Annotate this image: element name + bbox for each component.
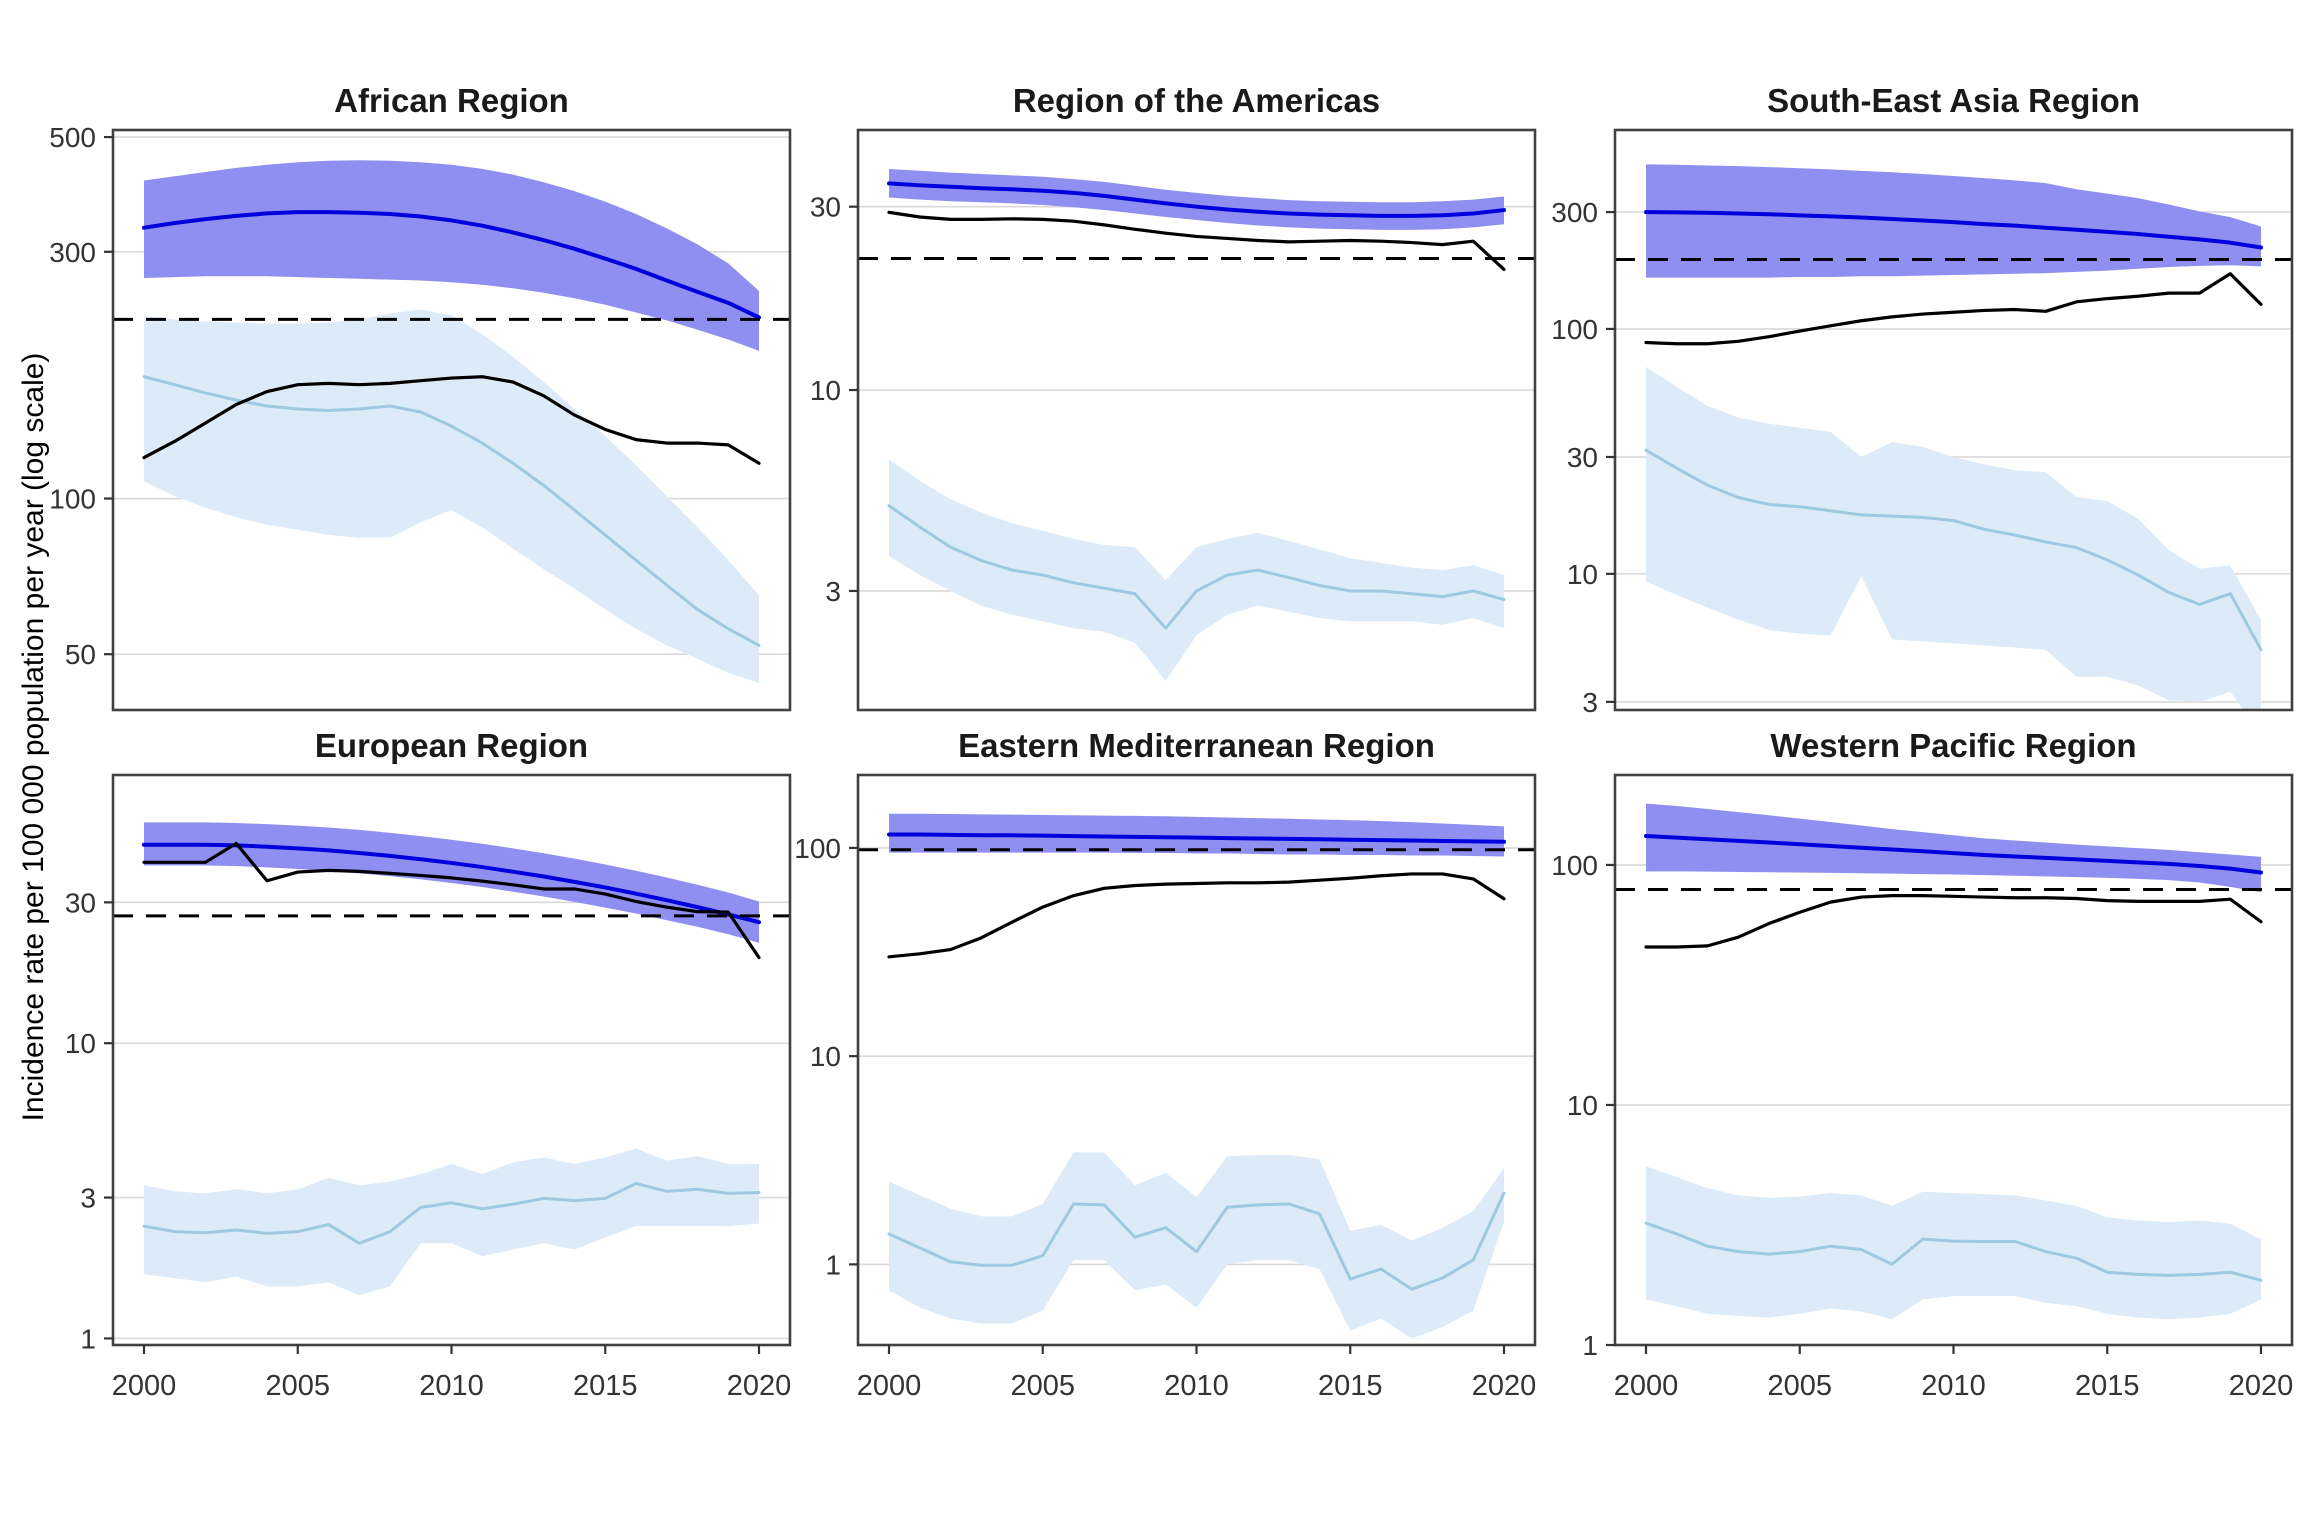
panel-title: Region of the Americas bbox=[1013, 82, 1380, 119]
estimate-ribbon bbox=[889, 813, 1504, 857]
y-tick-label: 100 bbox=[1551, 314, 1598, 345]
x-tick-label: 2010 bbox=[1164, 1370, 1229, 1402]
y-tick-label: 500 bbox=[49, 122, 96, 153]
secondary-line bbox=[1644, 448, 2263, 652]
y-tick-label: 3 bbox=[825, 576, 841, 607]
x-tick-label: 2000 bbox=[112, 1370, 177, 1402]
secondary-line bbox=[887, 1191, 1506, 1291]
panel-plot-area bbox=[1615, 164, 2292, 710]
secondary-ribbon bbox=[1646, 1166, 2261, 1320]
panel-region-of-the-americas: 30 10 3 Region of the Americas bbox=[810, 82, 1537, 712]
panel-african-region: 500 300 100 50 African Region bbox=[49, 82, 792, 712]
estimate-line bbox=[1644, 834, 2263, 875]
secondary-ribbon bbox=[144, 309, 759, 683]
notified-line bbox=[887, 210, 1506, 272]
y-tick-label: 10 bbox=[65, 1028, 96, 1059]
secondary-ribbon bbox=[889, 1152, 1504, 1339]
y-tick-label: 1 bbox=[80, 1323, 96, 1354]
x-tick-label: 2020 bbox=[2229, 1370, 2294, 1402]
x-tick-label: 2010 bbox=[419, 1370, 484, 1402]
panel-title: African Region bbox=[334, 82, 569, 119]
notified-line bbox=[887, 872, 1506, 959]
panel-plot-area bbox=[113, 822, 790, 1340]
notified-line bbox=[142, 841, 761, 960]
y-tick-label: 10 bbox=[810, 1041, 841, 1072]
notified-line bbox=[142, 375, 761, 465]
y-tick-label: 1 bbox=[825, 1249, 841, 1280]
y-tick-label: 3 bbox=[1582, 687, 1598, 718]
x-tick-label: 2020 bbox=[1472, 1370, 1537, 1402]
y-tick-label: 30 bbox=[65, 887, 96, 918]
x-tick-label: 2015 bbox=[2075, 1370, 2140, 1402]
x-tick-label: 2000 bbox=[1614, 1370, 1679, 1402]
estimate-line bbox=[887, 181, 1506, 218]
panel-border bbox=[856, 128, 1537, 712]
y-tick-label: 100 bbox=[49, 484, 96, 515]
panel-title: European Region bbox=[315, 727, 588, 764]
estimate-ribbon bbox=[144, 822, 759, 943]
x-tick-label: 2010 bbox=[1921, 1370, 1986, 1402]
panel-plot-area bbox=[858, 813, 1535, 1339]
secondary-line bbox=[887, 504, 1506, 630]
estimate-line bbox=[1644, 210, 2263, 250]
x-tick-label: 2005 bbox=[1010, 1370, 1075, 1402]
y-tick-label: 100 bbox=[1551, 850, 1598, 881]
y-tick-label: 10 bbox=[810, 375, 841, 406]
panel-plot-area bbox=[113, 136, 790, 683]
panel-title: Eastern Mediterranean Region bbox=[958, 727, 1435, 764]
secondary-ribbon bbox=[889, 459, 1504, 681]
panel-border bbox=[111, 128, 792, 712]
y-tick-label: 300 bbox=[49, 237, 96, 268]
y-tick-label: 100 bbox=[794, 833, 841, 864]
secondary-line bbox=[142, 375, 761, 647]
panel-south-east-asia-region: 300 100 30 10 3 South-East Asia Region bbox=[1551, 82, 2294, 718]
secondary-ribbon bbox=[144, 1148, 759, 1296]
x-tick-label: 2005 bbox=[265, 1370, 330, 1402]
panel-eastern-mediterranean-region: 100 10 1 2000 2005 2010 2015 2020 Eastern Medite… bbox=[794, 727, 1537, 1402]
x-tick-label: 2015 bbox=[573, 1370, 638, 1402]
secondary-line bbox=[142, 1181, 761, 1245]
y-tick-label: 1 bbox=[1582, 1330, 1598, 1361]
estimate-ribbon bbox=[144, 160, 759, 351]
secondary-ribbon bbox=[1646, 366, 2261, 710]
x-tick-label: 2020 bbox=[727, 1370, 792, 1402]
panel-western-pacific-region: 100 10 1 2000 2005 2010 2015 2020 Western Pacifi… bbox=[1551, 727, 2294, 1402]
y-tick-label: 30 bbox=[1567, 442, 1598, 473]
estimate-line bbox=[887, 832, 1506, 844]
panel-plot-area bbox=[1615, 803, 2292, 1345]
x-tick-label: 2000 bbox=[857, 1370, 922, 1402]
y-tick-label: 300 bbox=[1551, 197, 1598, 228]
x-tick-label: 2015 bbox=[1318, 1370, 1383, 1402]
panel-title: Western Pacific Region bbox=[1770, 727, 2136, 764]
y-tick-label: 10 bbox=[1567, 559, 1598, 590]
panel-plot-area bbox=[858, 169, 1535, 681]
estimate-ribbon bbox=[1646, 803, 2261, 893]
y-tick-label: 30 bbox=[810, 192, 841, 223]
notified-line bbox=[1644, 894, 2263, 949]
y-axis-title: Incidence rate per 100 000 population pe… bbox=[17, 352, 50, 1122]
x-tick-label: 2005 bbox=[1767, 1370, 1832, 1402]
estimate-line bbox=[142, 210, 761, 320]
panel-european-region: 30 10 3 1 2000 2005 2010 2015 2020 European Regio… bbox=[65, 727, 792, 1402]
secondary-line bbox=[1644, 1221, 2263, 1282]
notified-line bbox=[1644, 272, 2263, 346]
y-tick-label: 3 bbox=[80, 1183, 96, 1214]
y-tick-label: 50 bbox=[65, 639, 96, 670]
panel-title: South-East Asia Region bbox=[1767, 82, 2140, 119]
panel-border bbox=[1613, 128, 2294, 712]
estimate-line bbox=[142, 842, 761, 925]
y-tick-label: 10 bbox=[1567, 1090, 1598, 1121]
